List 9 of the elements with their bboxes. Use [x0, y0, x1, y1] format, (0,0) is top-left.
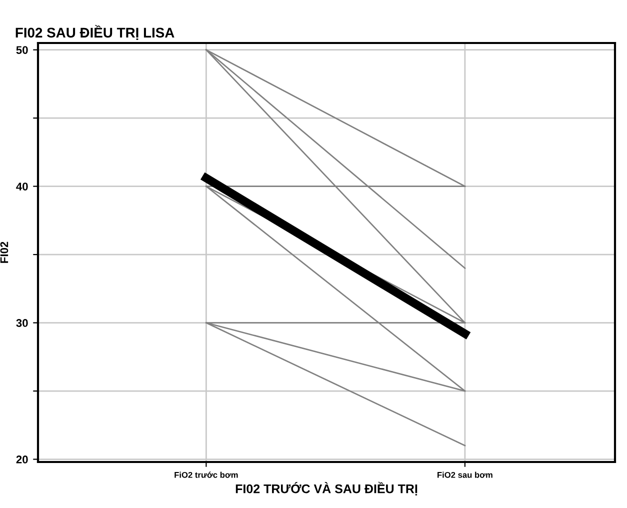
y-tick-label: 40: [16, 182, 28, 190]
x-tick-label: FiO2 trước bơm: [174, 472, 238, 478]
y-tick-label: 20: [16, 456, 28, 464]
x-axis-title: FI02 TRƯỚC VÀ SAU ĐIỀU TRỊ: [236, 482, 418, 496]
y-axis-title: FI02: [0, 242, 8, 263]
x-tick-label: FiO2 sau bơm: [438, 472, 492, 478]
y-tick-label: 50: [16, 46, 28, 54]
y-tick-label: 30: [16, 319, 28, 327]
chart-title: FI02 SAU ĐIỀU TRỊ LISA: [16, 25, 174, 40]
